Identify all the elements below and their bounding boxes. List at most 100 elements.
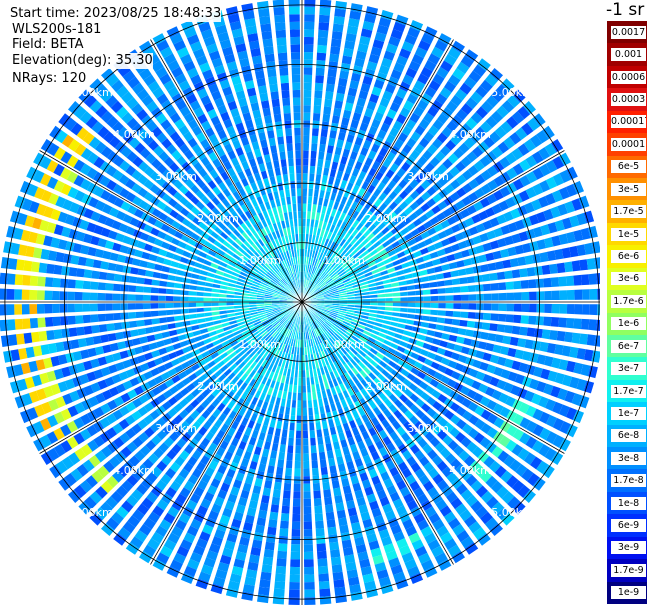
heatmap-cell <box>318 398 324 407</box>
heatmap-cell <box>345 342 353 350</box>
heatmap-cell <box>308 257 312 265</box>
heatmap-cell <box>237 350 246 358</box>
heatmap-cell <box>259 408 266 417</box>
heatmap-cell <box>259 349 266 357</box>
heatmap-cell <box>342 485 352 495</box>
heatmap-cell <box>319 315 327 321</box>
heatmap-cell <box>319 136 327 145</box>
heatmap-cell <box>267 285 275 290</box>
heatmap-cell <box>299 279 302 287</box>
heatmap-cell <box>544 237 554 249</box>
heatmap-cell <box>196 291 204 297</box>
heatmap-cell <box>364 271 373 278</box>
heatmap-cell <box>211 536 223 547</box>
heatmap-cell <box>302 279 305 287</box>
heatmap-cell <box>268 363 274 371</box>
heatmap-cell <box>359 281 368 286</box>
heatmap-cell <box>60 316 69 326</box>
heatmap-cell <box>227 286 236 291</box>
heatmap-cell <box>106 323 115 332</box>
heatmap-cell <box>242 400 250 410</box>
heatmap-cell <box>395 578 409 590</box>
heatmap-cell <box>517 484 531 498</box>
heatmap-cell <box>519 326 528 336</box>
heatmap-cell <box>303 67 313 75</box>
ray-separator <box>25 178 303 303</box>
heatmap-cell <box>280 520 289 529</box>
heatmap-cell <box>318 29 329 39</box>
heatmap-cell <box>235 472 245 482</box>
heatmap-cell <box>283 259 289 268</box>
heatmap-cell <box>294 226 298 235</box>
heatmap-cell <box>385 425 395 435</box>
heatmap-cell <box>158 212 168 222</box>
heatmap-cell <box>216 447 226 457</box>
heatmap-cell <box>260 456 268 465</box>
heatmap-cell <box>290 257 294 266</box>
heatmap-cell <box>177 371 188 380</box>
heatmap-cell <box>141 94 154 107</box>
heatmap-cell <box>18 348 28 360</box>
heatmap-cell <box>252 280 261 286</box>
heatmap-cell <box>319 459 327 468</box>
heatmap-cell <box>217 129 227 140</box>
heatmap-cell <box>395 270 405 276</box>
heatmap-cell <box>305 233 309 242</box>
heatmap-cell <box>388 272 397 278</box>
heatmap-cell <box>544 447 557 461</box>
heatmap-cell <box>264 201 271 210</box>
heatmap-cell <box>151 60 164 73</box>
heatmap-cell <box>232 139 242 150</box>
heatmap-cell <box>231 420 240 430</box>
heatmap-cell <box>187 259 196 266</box>
heatmap-cell <box>174 392 184 402</box>
heatmap-cell <box>185 201 195 211</box>
heatmap-cell <box>283 105 291 114</box>
heatmap-cell <box>230 437 240 447</box>
heatmap-cell <box>82 314 91 324</box>
heatmap-cell <box>309 273 313 281</box>
heatmap-cell <box>364 174 373 184</box>
heatmap-cell <box>10 242 20 255</box>
heatmap-cell <box>100 403 111 415</box>
heatmap-cell <box>336 424 344 434</box>
heatmap-cell <box>389 163 399 173</box>
heatmap-cell <box>126 97 139 110</box>
heatmap-cell <box>295 233 299 242</box>
heatmap-cell <box>259 247 266 255</box>
heatmap-cell <box>444 318 453 325</box>
heatmap-cell <box>403 421 413 431</box>
heatmap-cell <box>147 80 160 93</box>
heatmap-cell <box>283 268 288 276</box>
heatmap-cell <box>436 525 449 538</box>
heatmap-cell <box>271 297 280 300</box>
heatmap-cell <box>338 77 348 87</box>
ray-separator <box>13 208 303 303</box>
heatmap-cell <box>451 40 465 53</box>
heatmap-cell <box>204 369 214 378</box>
heatmap-cell <box>305 241 308 250</box>
heatmap-cell <box>396 505 407 516</box>
heatmap-cell <box>318 581 330 590</box>
heatmap-cell <box>456 419 467 430</box>
heatmap-cell <box>193 432 203 443</box>
heatmap-cell <box>429 437 441 448</box>
heatmap-cell <box>420 414 431 425</box>
heatmap-cell <box>456 260 465 268</box>
heatmap-cell <box>303 423 308 431</box>
heatmap-cell <box>245 335 253 342</box>
heatmap-cell <box>522 243 532 253</box>
heatmap-cell <box>315 212 321 221</box>
heatmap-cell <box>283 310 290 316</box>
heatmap-cell <box>247 338 255 345</box>
heatmap-cell <box>232 404 241 413</box>
heatmap-cell <box>377 129 387 140</box>
heatmap-cell <box>261 376 268 385</box>
heatmap-cell <box>394 333 403 340</box>
heatmap-cell <box>334 279 343 285</box>
heatmap-cell <box>245 321 254 327</box>
heatmap-cell <box>328 176 335 185</box>
heatmap-cell <box>322 310 331 315</box>
heatmap-cell <box>286 452 293 461</box>
heatmap-cell <box>125 368 136 378</box>
